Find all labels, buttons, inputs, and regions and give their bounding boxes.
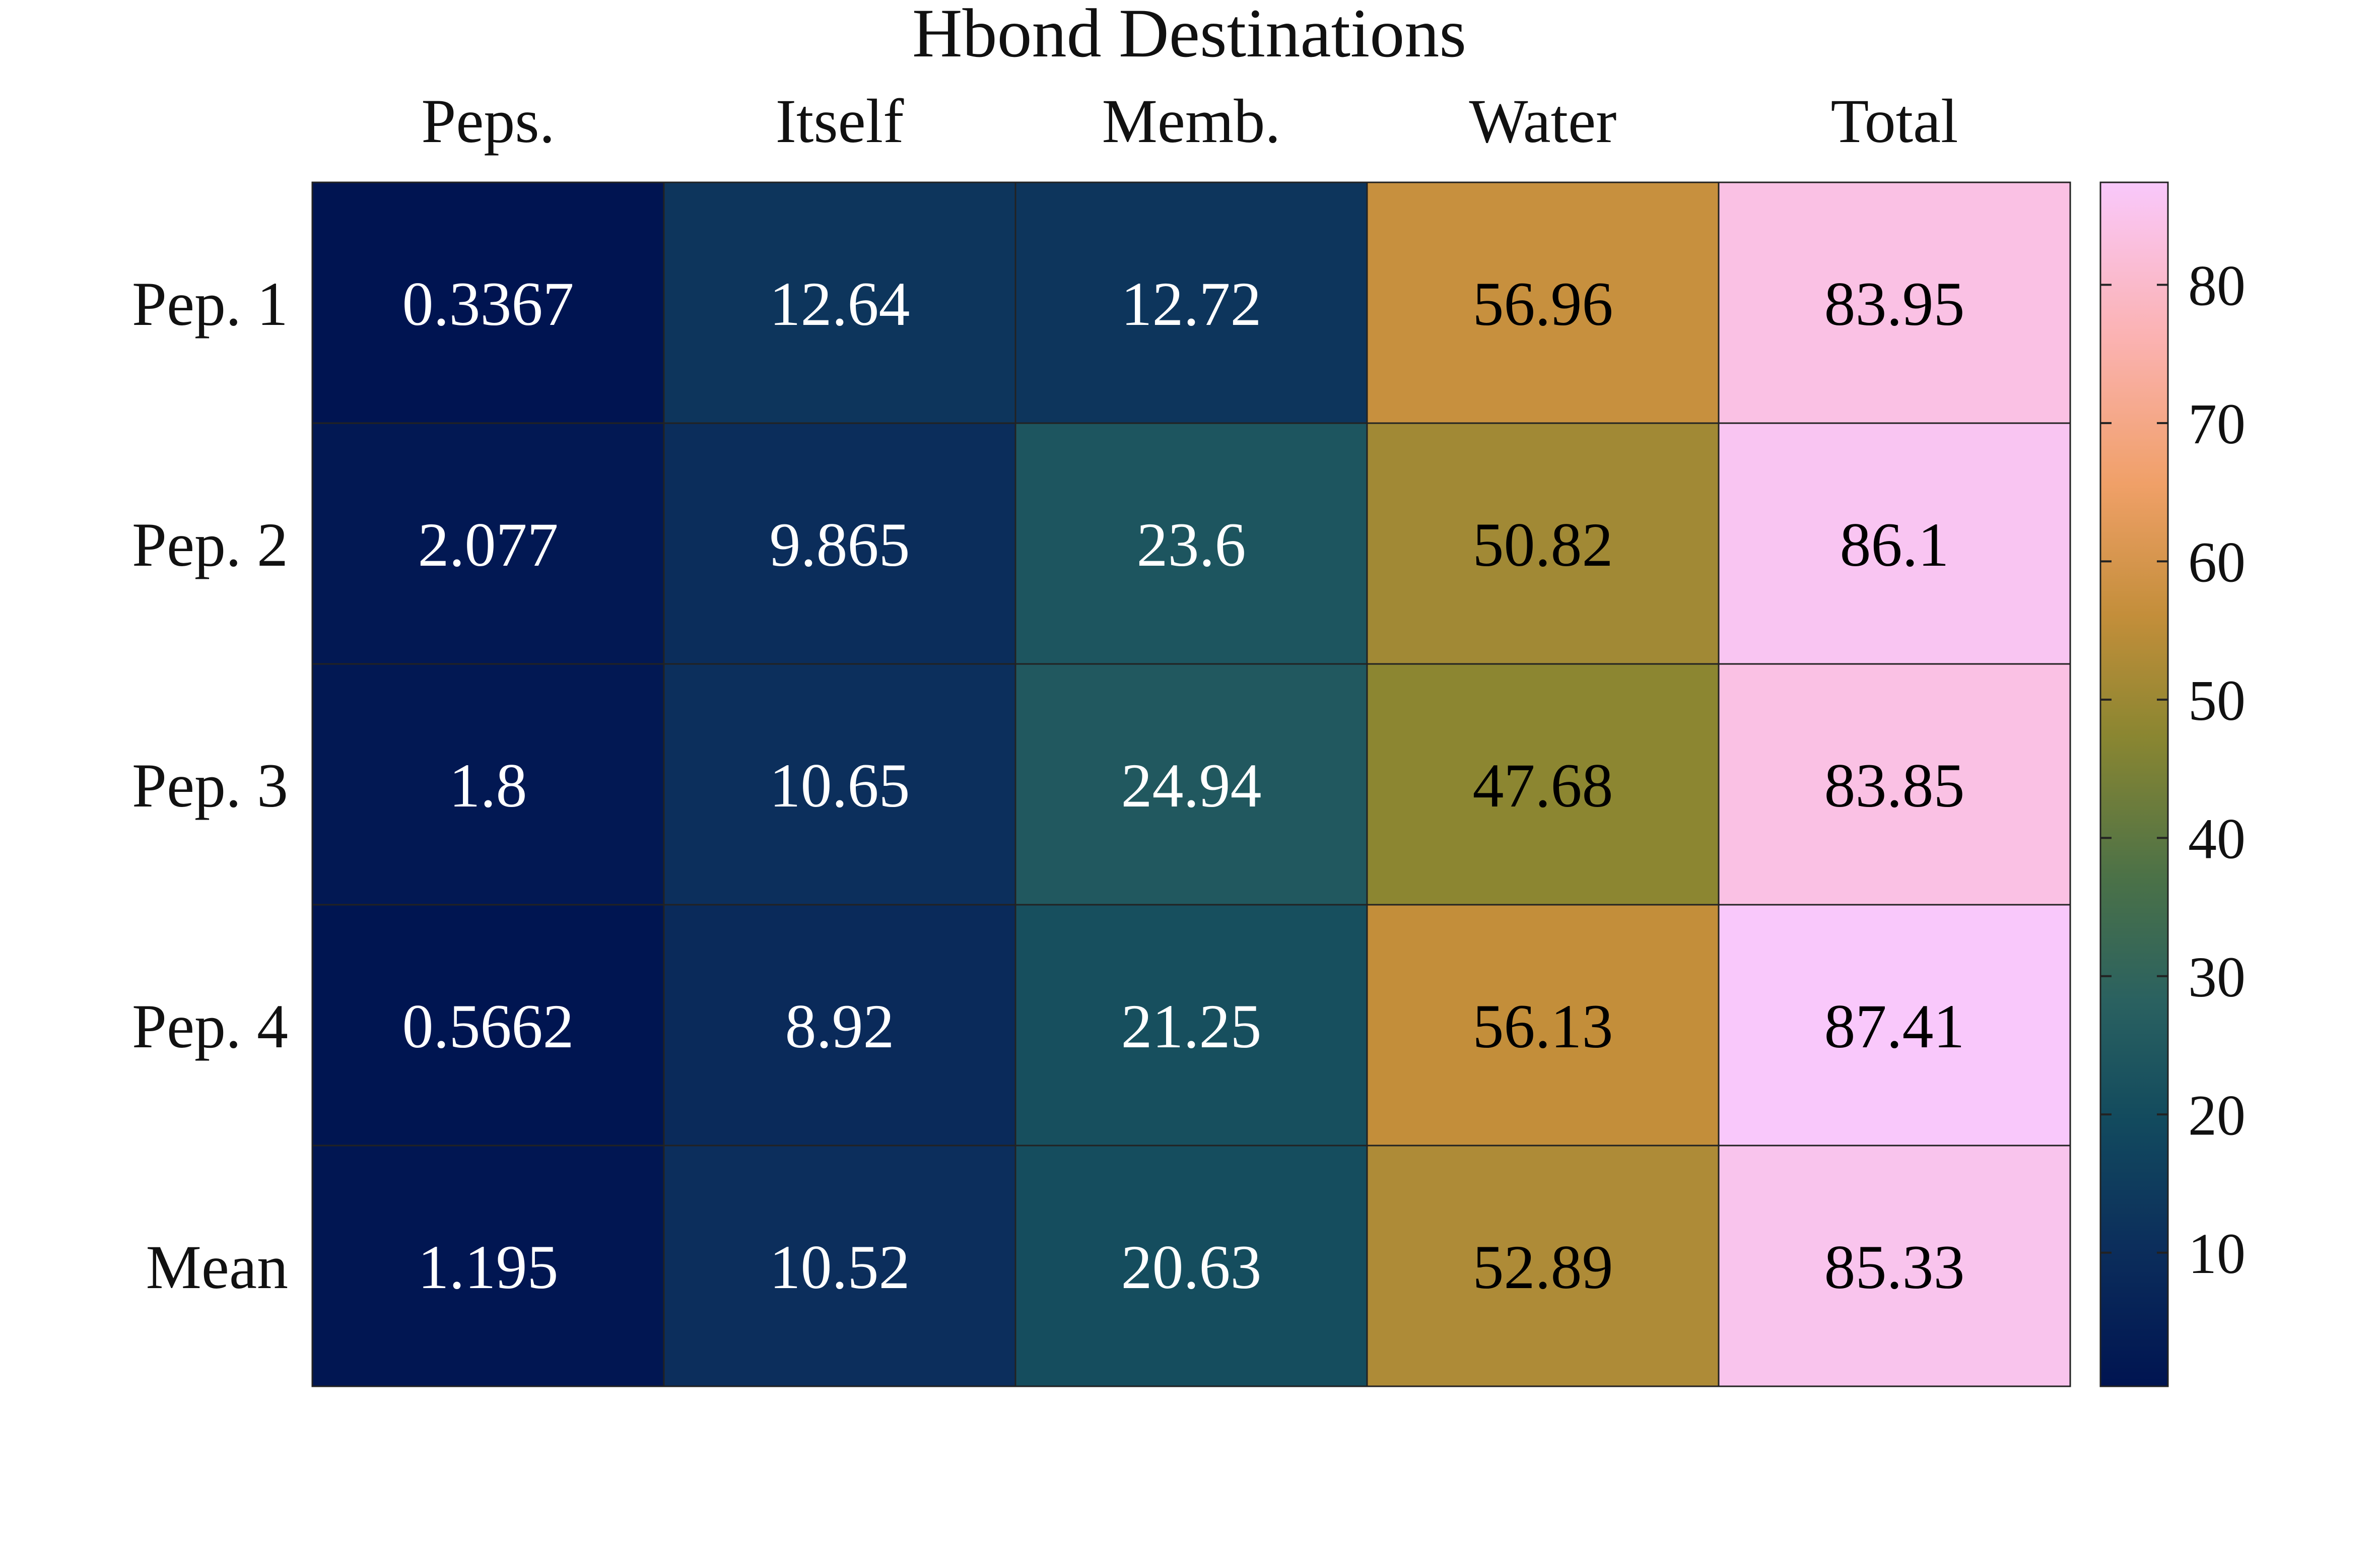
column-label: Itself [776, 87, 904, 156]
heatmap-cell [1718, 904, 2071, 1147]
cell-value-label: 21.25 [1121, 992, 1262, 1061]
row-label: Pep. 3 [132, 751, 288, 820]
heatmap-cell [1014, 181, 1368, 424]
column-label: Total [1830, 87, 1958, 156]
heatmap-cell [663, 422, 1016, 665]
heatmap-cell [663, 663, 1016, 906]
cell-value-label: 2.077 [418, 510, 559, 579]
cell-value-label: 52.89 [1473, 1233, 1613, 1302]
heatmap-cell [1014, 663, 1368, 906]
cell-value-label: 12.64 [770, 270, 910, 339]
heatmap-cell [311, 1145, 665, 1387]
cell-value-label: 0.5662 [402, 992, 574, 1061]
cell-value-label: 23.6 [1137, 510, 1246, 579]
row-label: Pep. 4 [132, 992, 288, 1061]
heatmap-cells [311, 181, 2071, 1387]
row-label: Pep. 1 [132, 270, 288, 339]
heatmap-cell [1366, 663, 1720, 906]
colorbar-tick-label: 80 [2188, 253, 2246, 317]
heatmap-cell [311, 422, 665, 665]
cell-value-label: 87.41 [1824, 992, 1965, 1061]
heatmap-cell [663, 1145, 1016, 1387]
colorbar-tick-label: 70 [2188, 392, 2246, 456]
column-labels: Peps. Itself Memb. Water Total [421, 87, 1958, 156]
heatmap-cell [311, 181, 665, 424]
cell-value-label: 24.94 [1121, 751, 1262, 820]
heatmap-cell [1366, 181, 1720, 424]
colorbar-tick-label: 40 [2188, 807, 2246, 870]
colorbar-tick-label: 30 [2188, 945, 2246, 1009]
colorbar: 10 20 30 40 50 60 70 80 [2099, 181, 2246, 1387]
cell-value-label: 86.1 [1840, 510, 1949, 579]
cell-value-label: 10.52 [770, 1233, 910, 1302]
heatmap-cell [1718, 1145, 2071, 1387]
cell-value-label: 83.95 [1824, 270, 1965, 339]
colorbar-tick-label: 20 [2188, 1083, 2246, 1147]
cell-value-label: 12.72 [1121, 270, 1262, 339]
column-label: Peps. [421, 87, 555, 156]
row-label: Mean [146, 1233, 288, 1302]
cell-value-label: 83.85 [1824, 751, 1965, 820]
heatmap-cell [663, 904, 1016, 1147]
heatmap-cell [1366, 904, 1720, 1147]
colorbar-gradient [2099, 181, 2169, 1387]
chart-title: Hbond Destinations [912, 0, 1466, 72]
cell-value-label: 50.82 [1473, 510, 1613, 579]
heatmap-cell [1718, 663, 2071, 906]
column-label: Memb. [1102, 87, 1281, 156]
row-label: Pep. 2 [132, 510, 288, 579]
heatmap-cell [1718, 181, 2071, 424]
cell-value-label: 1.8 [449, 751, 527, 820]
cell-value-label: 20.63 [1121, 1233, 1262, 1302]
heatmap-cell [1718, 422, 2071, 665]
row-labels: Pep. 1 Pep. 2 Pep. 3 Pep. 4 Mean [132, 270, 288, 1302]
cell-value-label: 9.865 [770, 510, 910, 579]
colorbar-tick-label: 60 [2188, 530, 2246, 594]
heatmap-cell [1014, 904, 1368, 1147]
colorbar-tick-label: 10 [2188, 1222, 2246, 1286]
cell-value-label: 56.96 [1473, 270, 1613, 339]
heatmap-cell [311, 904, 665, 1147]
cell-value-label: 0.3367 [402, 270, 574, 339]
heatmap-cell [663, 181, 1016, 424]
cell-value-labels: 0.3367 12.64 12.72 56.96 83.95 2.077 9.865 23.6… [402, 270, 1965, 1302]
cell-value-label: 85.33 [1824, 1233, 1965, 1302]
cell-value-label: 8.92 [785, 992, 895, 1061]
heatmap-cell [1014, 422, 1368, 665]
column-label: Water [1469, 87, 1617, 156]
colorbar-tick-label: 50 [2188, 668, 2246, 732]
cell-value-label: 47.68 [1473, 751, 1613, 820]
cell-value-label: 56.13 [1473, 992, 1613, 1061]
cell-value-label: 10.65 [770, 751, 910, 820]
cell-value-label: 1.195 [418, 1233, 559, 1302]
heatmap-cell [1014, 1145, 1368, 1387]
